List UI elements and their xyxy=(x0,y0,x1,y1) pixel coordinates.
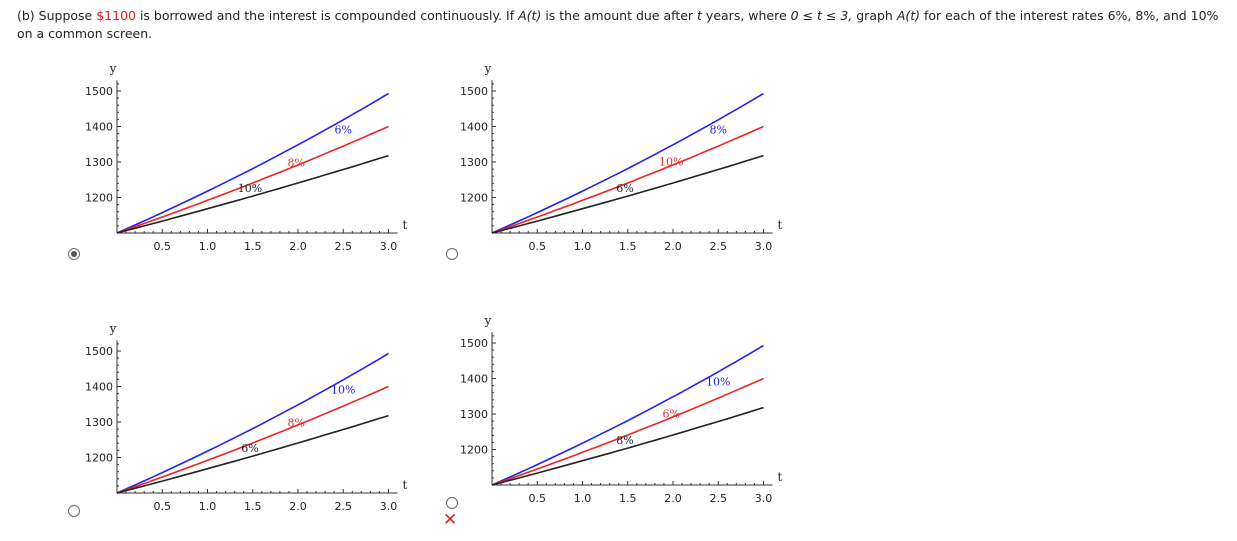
red-series-line xyxy=(116,385,389,494)
question-middle-3: years, where xyxy=(701,8,791,23)
y-axis-label: y xyxy=(484,313,492,327)
blue-series-line xyxy=(116,92,389,234)
curve-label: 6% xyxy=(335,124,352,137)
curve-label: 6% xyxy=(616,182,633,195)
black-series-line xyxy=(116,154,389,234)
option-1-radio[interactable] xyxy=(68,248,80,260)
x-tick-label: 2.0 xyxy=(289,240,307,253)
black-series-line xyxy=(491,406,764,486)
incorrect-mark-icon: ✕ xyxy=(443,510,458,530)
question-text: (b) Suppose $1100 is borrowed and the in… xyxy=(17,7,1222,43)
curve-label: 10% xyxy=(238,182,262,195)
x-tick-label: 2.0 xyxy=(664,240,682,253)
y-tick-label: 1400 xyxy=(460,373,488,386)
red-series-line xyxy=(491,125,764,234)
x-tick-label: 2.0 xyxy=(289,500,307,513)
x-tick-label: 2.5 xyxy=(335,500,353,513)
curve-label: 8% xyxy=(710,124,727,137)
function-name-2: A(t) xyxy=(896,8,921,23)
option-2-graph: 0.5 1.0 1.5 2.0 2.5 3.0 1200 1300 1400 1500 t y 8% 10… xyxy=(450,40,790,270)
x-tick-label: 3.0 xyxy=(755,240,773,253)
curve-label: 10% xyxy=(659,156,683,169)
curve-label: 10% xyxy=(331,384,355,397)
x-tick-label: 1.5 xyxy=(244,500,262,513)
blue-series-line xyxy=(116,352,389,494)
time-range: 0 ≤ t ≤ 3, xyxy=(790,8,853,23)
x-axis-label: t xyxy=(778,218,783,232)
question-middle: is borrowed and the interest is compound… xyxy=(135,8,519,23)
curve-label: 8% xyxy=(287,417,304,430)
y-tick-label: 1400 xyxy=(85,381,113,394)
curve-label: 6% xyxy=(241,442,258,455)
option-4-radio[interactable] xyxy=(446,497,458,509)
time-variable: t xyxy=(697,8,702,23)
question-middle-2: is the amount due after xyxy=(541,8,698,23)
question-suffix: for each of the interest rates 6%, 8%, a… xyxy=(17,8,1219,41)
option-1-graph: 0.5 1.0 1.5 2.0 2.5 3.0 1200 1300 1400 1500 t y 6% 8%… xyxy=(75,40,415,270)
y-tick-label: 1200 xyxy=(85,452,113,465)
x-axis-label: t xyxy=(778,470,783,484)
x-tick-label: 1.0 xyxy=(574,492,592,505)
x-tick-label: 2.5 xyxy=(710,492,728,505)
function-name: A(t) xyxy=(518,8,542,23)
loan-amount: $1100 xyxy=(96,8,136,23)
x-tick-label: 1.5 xyxy=(619,492,637,505)
x-tick-label: 1.5 xyxy=(619,240,637,253)
y-tick-label: 1200 xyxy=(460,192,488,205)
option-3-radio[interactable] xyxy=(68,505,80,517)
option-3-graph: 0.5 1.0 1.5 2.0 2.5 3.0 1200 1300 1400 1500 t y 10% 8… xyxy=(75,300,415,530)
x-tick-label: 1.0 xyxy=(574,240,592,253)
x-tick-label: 1.0 xyxy=(199,240,217,253)
y-tick-label: 1200 xyxy=(85,192,113,205)
x-tick-label: 0.5 xyxy=(154,500,172,513)
x-tick-label: 0.5 xyxy=(154,240,172,253)
y-axis-label: y xyxy=(484,61,492,75)
y-tick-label: 1500 xyxy=(460,85,488,98)
question-middle-4: graph xyxy=(852,8,897,23)
chart-svg: 0.5 1.0 1.5 2.0 2.5 3.0 1200 1300 1400 1500 t y 8% 10… xyxy=(460,61,783,253)
option-2-radio[interactable] xyxy=(446,248,458,260)
curve-label: 6% xyxy=(662,408,679,421)
x-tick-label: 3.0 xyxy=(380,240,398,253)
y-tick-label: 1400 xyxy=(85,121,113,134)
black-series-line xyxy=(491,154,764,234)
black-series-line xyxy=(116,414,389,494)
y-tick-label: 1300 xyxy=(460,408,488,421)
question-prefix: (b) Suppose xyxy=(17,8,97,23)
x-tick-label: 3.0 xyxy=(380,500,398,513)
chart-svg: 0.5 1.0 1.5 2.0 2.5 3.0 1200 1300 1400 1500 t y 6% 8%… xyxy=(85,61,408,253)
x-tick-label: 0.5 xyxy=(529,240,547,253)
chart-svg: 0.5 1.0 1.5 2.0 2.5 3.0 1200 1300 1400 1500 t y 10% 8… xyxy=(85,321,408,513)
x-tick-label: 3.0 xyxy=(755,492,773,505)
x-tick-label: 2.0 xyxy=(664,492,682,505)
red-series-line xyxy=(491,377,764,486)
blue-series-line xyxy=(491,344,764,486)
curve-label: 8% xyxy=(616,434,633,447)
option-4-graph: 0.5 1.0 1.5 2.0 2.5 3.0 1200 1300 1400 1500 t y 10% 6… xyxy=(450,290,790,520)
y-tick-label: 1300 xyxy=(85,156,113,169)
y-tick-label: 1500 xyxy=(85,345,113,358)
red-series-line xyxy=(116,125,389,234)
y-axis-label: y xyxy=(109,321,117,335)
y-tick-label: 1300 xyxy=(85,416,113,429)
curve-label: 8% xyxy=(287,157,304,170)
x-axis-label: t xyxy=(403,478,408,492)
y-tick-label: 1400 xyxy=(460,121,488,134)
blue-series-line xyxy=(491,92,764,234)
y-tick-label: 1200 xyxy=(460,444,488,457)
chart-svg: 0.5 1.0 1.5 2.0 2.5 3.0 1200 1300 1400 1500 t y 10% 6… xyxy=(460,313,783,505)
y-tick-label: 1500 xyxy=(85,85,113,98)
y-axis-label: y xyxy=(109,61,117,75)
curve-label: 10% xyxy=(706,376,730,389)
x-tick-label: 0.5 xyxy=(529,492,547,505)
y-tick-label: 1300 xyxy=(460,156,488,169)
x-axis-label: t xyxy=(403,218,408,232)
x-tick-label: 1.0 xyxy=(199,500,217,513)
x-tick-label: 2.5 xyxy=(335,240,353,253)
y-tick-label: 1500 xyxy=(460,337,488,350)
x-tick-label: 2.5 xyxy=(710,240,728,253)
x-tick-label: 1.5 xyxy=(244,240,262,253)
